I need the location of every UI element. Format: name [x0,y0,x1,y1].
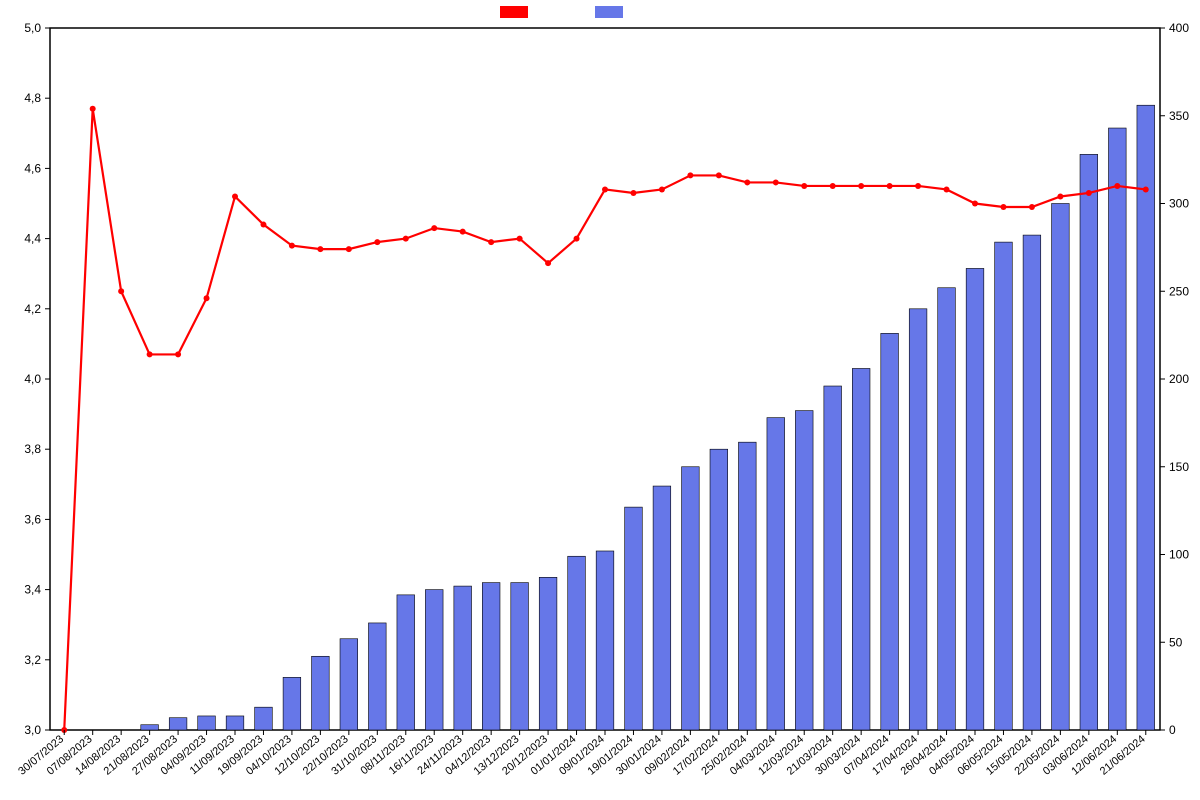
bar [852,368,870,730]
bar [511,583,529,730]
legend-line-swatch [500,6,528,18]
bar [653,486,671,730]
line-marker [1114,183,1120,189]
bar [710,449,728,730]
line-marker [460,229,466,235]
line-marker [289,243,295,249]
bar [795,411,813,730]
bar [909,309,927,730]
combo-chart: 3,0 3,2 3,4 3,6 3,8 4,0 4,2 4,4 4,6 4,8 5,0 0 50 100 1… [0,0,1200,800]
line-marker [1000,204,1006,210]
line-marker [716,172,722,178]
svg-text:4,6: 4,6 [24,161,41,175]
bar [141,725,159,730]
svg-text:5,0: 5,0 [24,21,41,35]
svg-text:4,4: 4,4 [24,232,41,246]
svg-text:3,0: 3,0 [24,723,41,737]
bar [767,418,785,730]
svg-text:4,2: 4,2 [24,302,41,316]
bar [169,718,187,730]
bar [255,707,273,730]
bar [539,577,557,730]
bar [966,268,984,730]
line-marker [204,295,210,301]
bar [881,333,899,730]
line-marker [118,288,124,294]
line-marker [403,236,409,242]
legend-bar-swatch [595,6,623,18]
line-marker [545,260,551,266]
svg-text:0: 0 [1169,723,1176,737]
line-marker [744,179,750,185]
line-marker [972,201,978,207]
line-marker [1029,204,1035,210]
svg-text:350: 350 [1169,109,1189,123]
svg-text:4,8: 4,8 [24,91,41,105]
svg-text:4,0: 4,0 [24,372,41,386]
line-marker [232,193,238,199]
svg-text:200: 200 [1169,372,1189,386]
bar [454,586,472,730]
line-marker [659,186,665,192]
bar [824,386,842,730]
svg-text:3,8: 3,8 [24,442,41,456]
bar [283,677,301,730]
bar [482,583,500,730]
line-marker [1057,193,1063,199]
bar [198,716,216,730]
bar [1080,154,1098,730]
chart-container: 3,0 3,2 3,4 3,6 3,8 4,0 4,2 4,4 4,6 4,8 5,0 0 50 100 1… [0,0,1200,800]
svg-text:100: 100 [1169,548,1189,562]
bar [368,623,386,730]
line-marker [887,183,893,189]
line-marker [944,186,950,192]
line-marker [317,246,323,252]
bar [995,242,1013,730]
bar [1108,128,1126,730]
bar [1023,235,1041,730]
line-marker [374,239,380,245]
svg-text:3,4: 3,4 [24,583,41,597]
bar [312,656,330,730]
bar [397,595,415,730]
line-marker [630,190,636,196]
bar [568,556,586,730]
line-marker [574,236,580,242]
bar [340,639,358,730]
line-marker [488,239,494,245]
line-marker [773,179,779,185]
svg-text:250: 250 [1169,284,1189,298]
bar [596,551,614,730]
bar [938,288,956,730]
line-marker [602,186,608,192]
line-marker [90,106,96,112]
line-marker [687,172,693,178]
line-marker [346,246,352,252]
bar [738,442,756,730]
line-marker [517,236,523,242]
bar [682,467,700,730]
line-marker [1086,190,1092,196]
svg-text:3,2: 3,2 [24,653,41,667]
line-marker [1143,186,1149,192]
svg-text:400: 400 [1169,21,1189,35]
line-marker [915,183,921,189]
bar [625,507,643,730]
bar [1137,105,1155,730]
bar [425,590,443,730]
svg-text:300: 300 [1169,197,1189,211]
bar [1052,204,1070,731]
line-marker [858,183,864,189]
svg-text:150: 150 [1169,460,1189,474]
line-marker [830,183,836,189]
line-marker [260,222,266,228]
svg-text:3,6: 3,6 [24,512,41,526]
line-marker [801,183,807,189]
line-marker [175,351,181,357]
bar [226,716,244,730]
svg-text:50: 50 [1169,635,1183,649]
line-marker [147,351,153,357]
line-marker [431,225,437,231]
